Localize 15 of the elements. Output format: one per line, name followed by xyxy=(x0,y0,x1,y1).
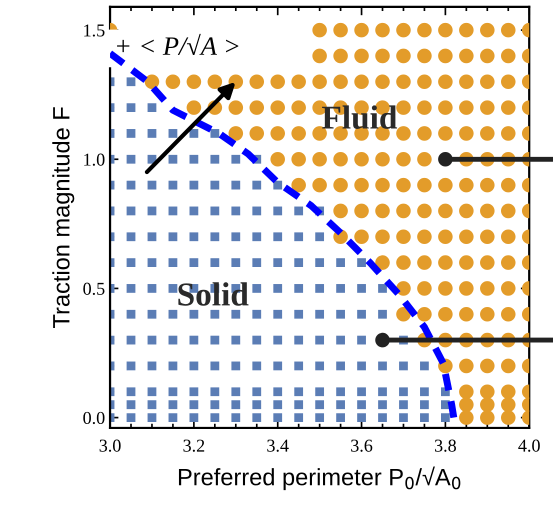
x-tick-label: 3.4 xyxy=(267,440,289,452)
x-tick-label: 3.2 xyxy=(183,440,204,452)
annotation: + < P/√A > xyxy=(117,34,238,56)
y-tick-label: 1.5 xyxy=(84,24,104,37)
annotation: Fluid xyxy=(322,105,398,129)
x-tick-label: 3.6 xyxy=(351,440,372,452)
y-tick-label: 1.0 xyxy=(84,154,104,166)
annotation: Solid xyxy=(178,282,249,306)
x-tick-label: 4.0 xyxy=(518,440,540,452)
y-tick-label: 0.0 xyxy=(83,412,104,424)
x-axis-title: Preferred perimeter P$_{0}$/√A$_{0}$ xyxy=(178,466,460,490)
y-axis-title: Traction magnitude F xyxy=(52,107,74,328)
x-tick-label: 3.8 xyxy=(434,440,456,452)
x-tick-label: 3.0 xyxy=(100,440,121,452)
y-tick-label: 0.5 xyxy=(83,282,104,295)
